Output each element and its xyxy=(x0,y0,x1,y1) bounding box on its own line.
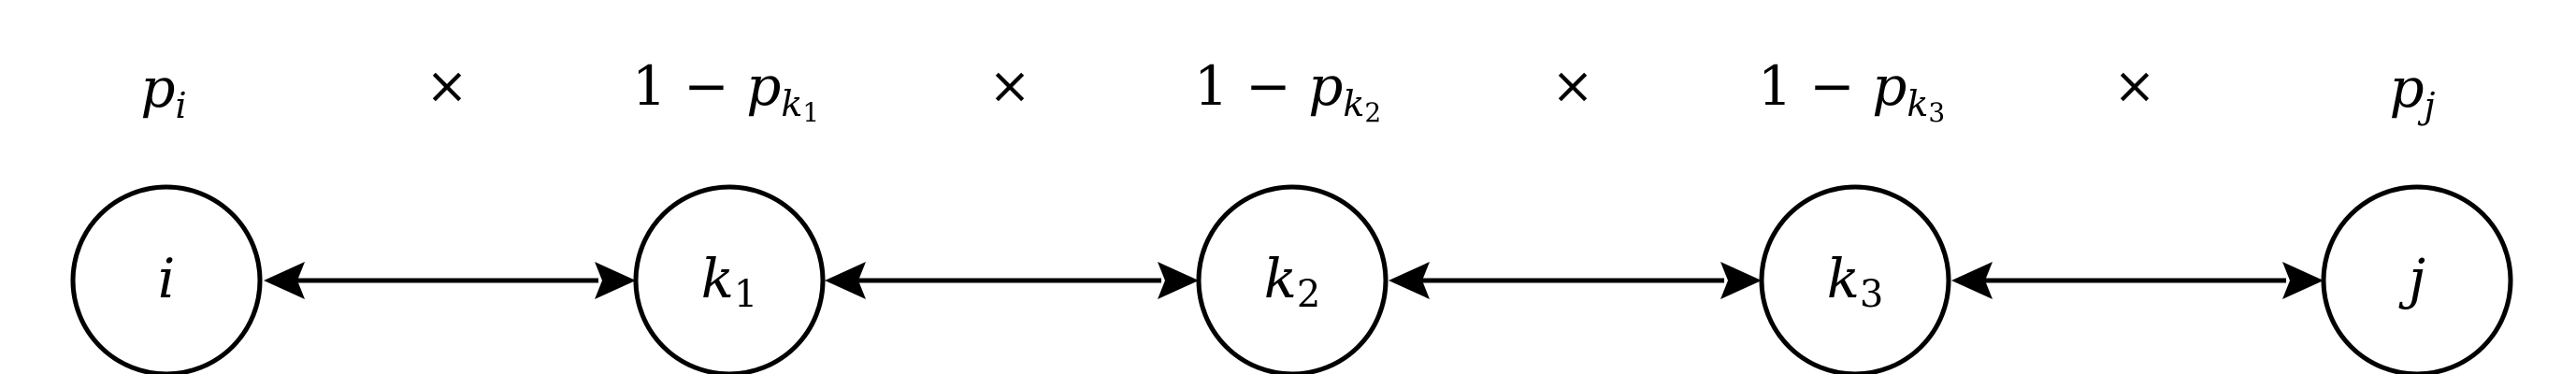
factor-p-i: pi xyxy=(140,56,186,126)
arrowhead-right xyxy=(2282,262,2324,299)
node-label: k1 xyxy=(701,247,758,316)
factor-one-minus-p-k1: 1 − pk1 xyxy=(632,54,819,128)
arrowhead-left xyxy=(1389,262,1430,299)
node-j: j xyxy=(2321,184,2513,374)
arrowhead-right xyxy=(1720,262,1762,299)
arrowhead-left xyxy=(1951,262,1993,299)
edge-k3-j xyxy=(1951,262,2324,299)
node-k1: k1 xyxy=(633,184,826,374)
node-label: k3 xyxy=(1827,247,1884,316)
edges xyxy=(264,262,2324,299)
node-label: i xyxy=(158,247,176,310)
arrowhead-right xyxy=(1158,262,1199,299)
node-label: k2 xyxy=(1264,247,1321,316)
multiply-sign: × xyxy=(425,56,468,115)
node-k2: k2 xyxy=(1196,184,1389,374)
factor-one-minus-p-k2: 1 − pk2 xyxy=(1194,54,1381,128)
probability-product-row: pi × 1 − pk1 × 1 − pk2 × 1 − pk3 × pj xyxy=(140,54,2435,128)
arrowhead-left xyxy=(264,262,305,299)
edge-k1-k2 xyxy=(825,262,1199,299)
multiply-sign: × xyxy=(1551,56,1593,115)
arrowhead-right xyxy=(595,262,636,299)
edge-k2-k3 xyxy=(1389,262,1762,299)
factor-one-minus-p-k3: 1 − pk3 xyxy=(1758,54,1945,128)
factor-p-j: pj xyxy=(2390,56,2436,126)
edge-i-k1 xyxy=(264,262,636,299)
node-k3: k3 xyxy=(1759,184,1951,374)
multiply-sign: × xyxy=(988,56,1030,115)
arrowhead-left xyxy=(825,262,866,299)
nodes: i k1 k2 k3 j xyxy=(70,184,2513,374)
multiply-sign: × xyxy=(2113,56,2155,115)
node-i: i xyxy=(70,184,263,374)
